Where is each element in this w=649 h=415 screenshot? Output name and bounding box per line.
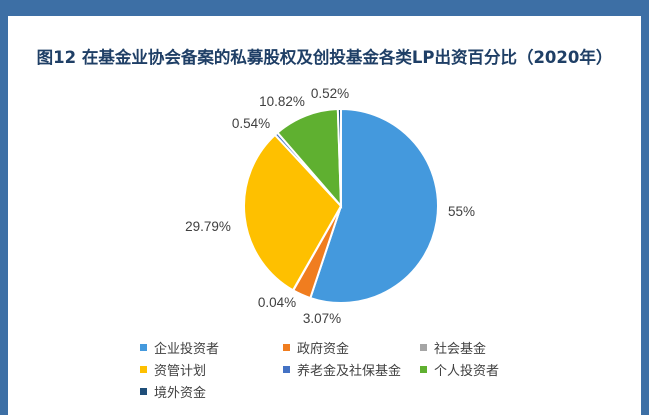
- legend-label: 个人投资者: [434, 364, 500, 379]
- legend-item: 社会基金: [420, 338, 486, 357]
- slice-label: 55%: [448, 204, 475, 219]
- pie-slice: [276, 108, 343, 209]
- slice-label: 29.79%: [185, 219, 231, 234]
- legend-label: 社会基金: [434, 342, 487, 357]
- legend-label: 政府资金: [297, 342, 350, 357]
- legend-swatch: [140, 388, 147, 395]
- pie-slice: [336, 107, 342, 207]
- legend-swatch: [140, 366, 147, 373]
- chart-frame: 图12 在基金业协会备案的私募股权及创投基金各类LP出资百分比（2020年） 5…: [8, 16, 641, 415]
- legend-swatch: [420, 344, 427, 351]
- legend-label: 境外资金: [154, 386, 207, 401]
- slice-label: 10.82%: [259, 94, 305, 109]
- legend-swatch: [140, 344, 147, 351]
- pie-slice: [309, 107, 439, 304]
- pie-chart: 55% 3.07% 0.04% 29.79% 0.54% 10.82% 0.52%: [185, 86, 475, 326]
- slice-label: 0.04%: [258, 295, 296, 310]
- legend-label: 企业投资者: [154, 342, 220, 357]
- chart-title: 图12 在基金业协会备案的私募股权及创投基金各类LP出资百分比（2020年）: [36, 48, 613, 67]
- slice-label: 3.07%: [303, 311, 341, 326]
- legend-swatch: [283, 366, 290, 373]
- slice-label: 0.52%: [311, 86, 349, 101]
- legend-swatch: [420, 366, 427, 373]
- legend-item: 政府资金: [283, 338, 349, 357]
- legend-label: 养老金及社保基金: [297, 364, 402, 379]
- legend-item: 企业投资者: [140, 338, 219, 357]
- legend-item: 资管计划: [140, 360, 206, 379]
- legend-swatch: [283, 344, 290, 351]
- legend-item: 境外资金: [140, 382, 206, 401]
- legend-item: 养老金及社保基金: [283, 360, 401, 379]
- legend-item: 个人投资者: [420, 360, 499, 379]
- legend-label: 资管计划: [154, 364, 207, 379]
- slice-label: 0.54%: [232, 116, 270, 131]
- pie-slice: [243, 133, 343, 292]
